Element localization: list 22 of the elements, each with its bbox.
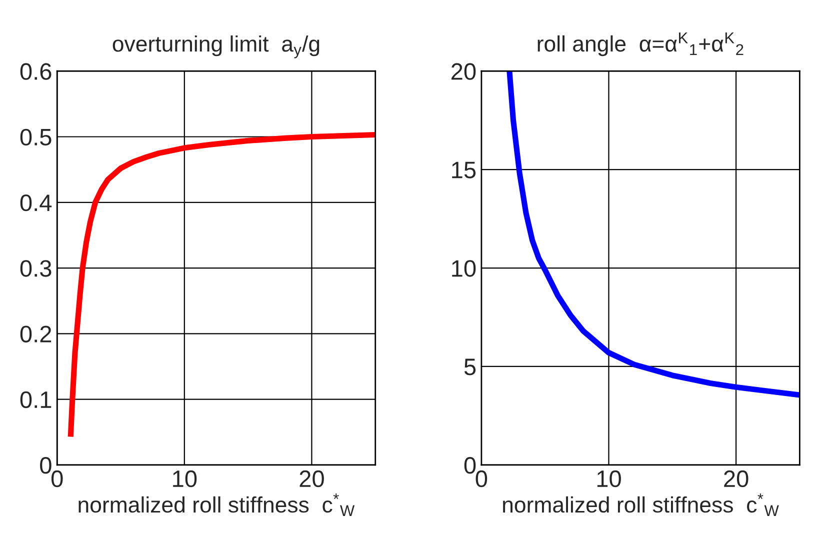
x-tick-label: 10	[597, 470, 621, 488]
y-tick-label: 10	[452, 260, 476, 277]
x-tick-label: 20	[724, 470, 748, 488]
chart-title: overturning limit a$_{y}$/g	[112, 35, 320, 58]
y-tick-label: 0.6	[20, 63, 52, 80]
y-tick-label: 0.1	[20, 391, 52, 408]
y-tick-label: 0	[464, 457, 476, 474]
y-tick-label: 0	[40, 457, 52, 474]
x-tick-label: 20	[300, 470, 324, 488]
x-axis-title: normalized roll stiffness c$^{*}$$_{W}$	[503, 494, 779, 516]
chart-title: roll angle α=α$^{K}$$_{1}$+α$^{K}$$_{2}$	[538, 32, 744, 56]
y-tick-label: 20	[452, 63, 476, 80]
y-tick-label: 0.4	[20, 194, 52, 212]
y-tick-label: 0.3	[20, 260, 52, 277]
y-tick-label: 15	[452, 162, 476, 178]
x-axis-title: normalized roll stiffness c$^{*}$$_{W}$	[78, 494, 355, 516]
x-tick-label: 0	[476, 470, 488, 488]
x-tick-label: 10	[173, 470, 197, 488]
y-tick-label: 0.2	[20, 326, 52, 342]
y-tick-label: 0.5	[20, 128, 52, 146]
y-tick-label: 5	[464, 358, 476, 376]
x-tick-label: 0	[51, 470, 63, 488]
